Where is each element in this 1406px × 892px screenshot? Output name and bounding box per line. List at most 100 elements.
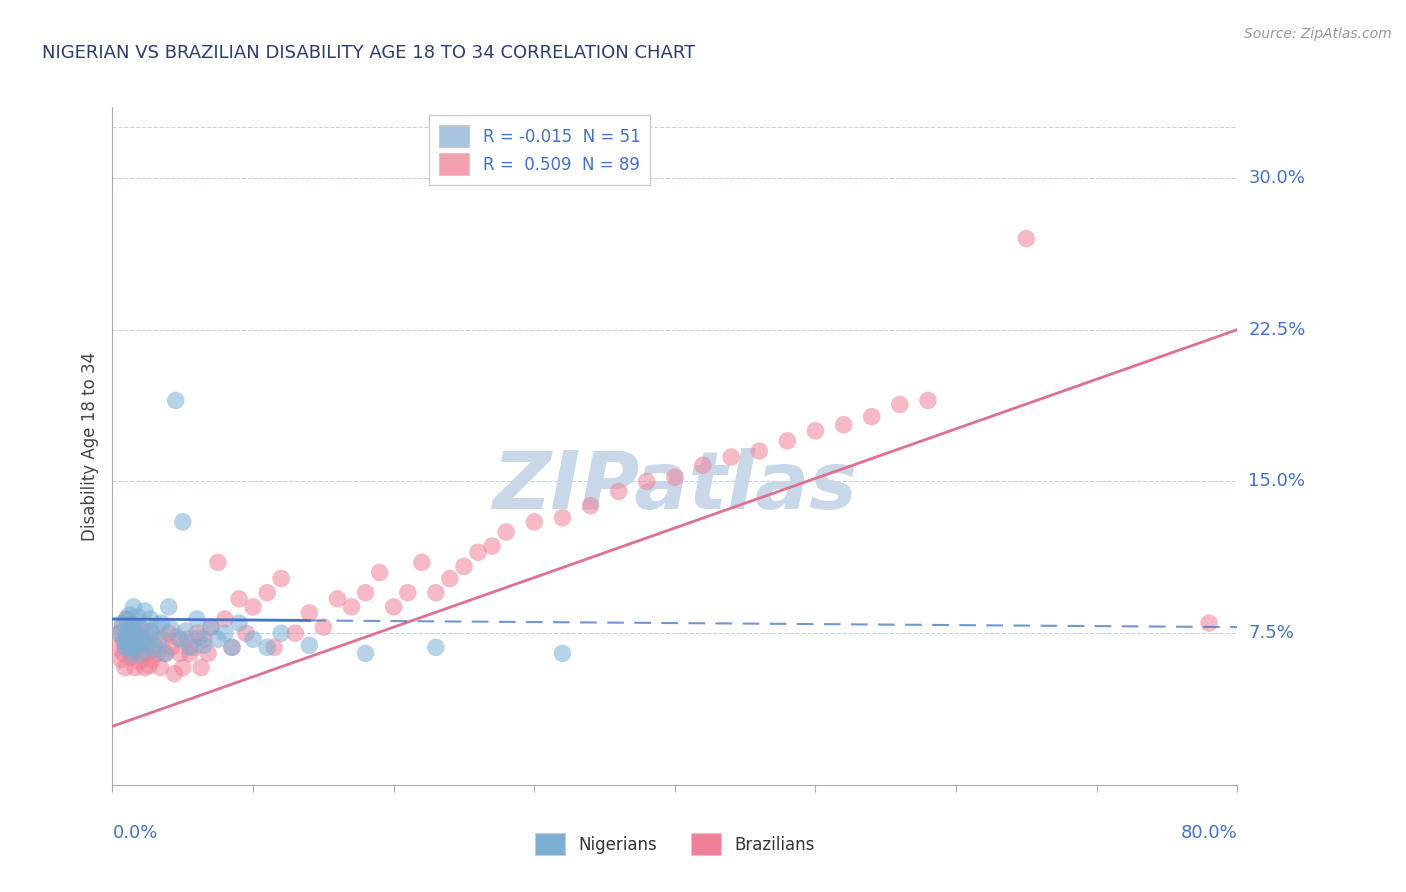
Point — [169, 647, 191, 661]
Point — [221, 640, 243, 655]
Point — [122, 599, 145, 614]
Point — [214, 612, 236, 626]
Point — [111, 620, 134, 634]
Point — [114, 660, 136, 674]
Point — [112, 632, 135, 647]
Point — [256, 640, 278, 655]
Point — [125, 638, 148, 652]
Point — [111, 616, 134, 631]
Legend: Nigerians, Brazilians: Nigerians, Brazilians — [526, 823, 824, 864]
Point — [396, 585, 419, 599]
Point — [128, 655, 150, 669]
Point — [263, 640, 285, 655]
Point — [172, 515, 194, 529]
Point — [169, 632, 191, 647]
Point — [179, 647, 201, 661]
Point — [155, 647, 177, 661]
Point — [127, 640, 149, 655]
Point — [312, 620, 335, 634]
Point — [166, 630, 188, 644]
Point — [832, 417, 855, 432]
Point — [495, 524, 517, 539]
Point — [157, 599, 180, 614]
Point — [150, 616, 173, 631]
Point — [124, 660, 146, 674]
Point — [284, 626, 307, 640]
Point — [607, 484, 630, 499]
Point — [235, 626, 257, 640]
Text: NIGERIAN VS BRAZILIAN DISABILITY AGE 18 TO 34 CORRELATION CHART: NIGERIAN VS BRAZILIAN DISABILITY AGE 18 … — [42, 45, 696, 62]
Text: 0.0%: 0.0% — [112, 824, 157, 842]
Point — [114, 640, 136, 655]
Point — [340, 599, 363, 614]
Point — [917, 393, 939, 408]
Point — [141, 652, 163, 666]
Point — [664, 470, 686, 484]
Point — [200, 620, 222, 634]
Point — [148, 632, 170, 647]
Point — [165, 393, 187, 408]
Point — [188, 630, 211, 644]
Text: 30.0%: 30.0% — [1249, 169, 1305, 186]
Point — [110, 652, 132, 666]
Point — [108, 626, 131, 640]
Point — [776, 434, 799, 448]
Point — [354, 647, 377, 661]
Point — [214, 626, 236, 640]
Point — [172, 660, 194, 674]
Point — [125, 626, 148, 640]
Point — [118, 640, 141, 655]
Point — [860, 409, 883, 424]
Point — [425, 640, 447, 655]
Y-axis label: Disability Age 18 to 34: Disability Age 18 to 34 — [80, 351, 98, 541]
Point — [160, 640, 183, 655]
Point — [190, 660, 212, 674]
Point — [1015, 231, 1038, 245]
Point — [748, 444, 770, 458]
Point — [107, 640, 129, 655]
Point — [326, 591, 349, 606]
Point — [183, 640, 205, 655]
Point — [200, 620, 222, 634]
Point — [122, 628, 145, 642]
Point — [124, 618, 146, 632]
Point — [720, 450, 742, 464]
Point — [692, 458, 714, 473]
Point — [804, 424, 827, 438]
Point — [425, 585, 447, 599]
Point — [118, 607, 141, 622]
Point — [115, 634, 138, 648]
Point — [120, 620, 142, 634]
Point — [139, 612, 162, 626]
Point — [636, 475, 658, 489]
Point — [551, 511, 574, 525]
Point — [368, 566, 391, 580]
Point — [117, 638, 139, 652]
Point — [120, 650, 142, 665]
Text: Source: ZipAtlas.com: Source: ZipAtlas.com — [1244, 27, 1392, 41]
Point — [270, 626, 292, 640]
Point — [112, 634, 135, 648]
Point — [256, 585, 278, 599]
Point — [579, 499, 602, 513]
Point — [193, 638, 215, 652]
Point — [298, 638, 321, 652]
Point — [118, 624, 141, 639]
Point — [228, 616, 250, 631]
Point — [129, 647, 152, 661]
Point — [186, 626, 208, 640]
Point — [176, 632, 198, 647]
Point — [132, 636, 155, 650]
Point — [163, 666, 186, 681]
Text: 7.5%: 7.5% — [1249, 624, 1295, 642]
Point — [152, 632, 174, 647]
Point — [128, 630, 150, 644]
Point — [121, 647, 143, 661]
Point — [149, 660, 172, 674]
Point — [228, 591, 250, 606]
Point — [136, 638, 159, 652]
Point — [131, 648, 153, 663]
Point — [132, 634, 155, 648]
Point — [112, 647, 135, 661]
Point — [139, 624, 162, 639]
